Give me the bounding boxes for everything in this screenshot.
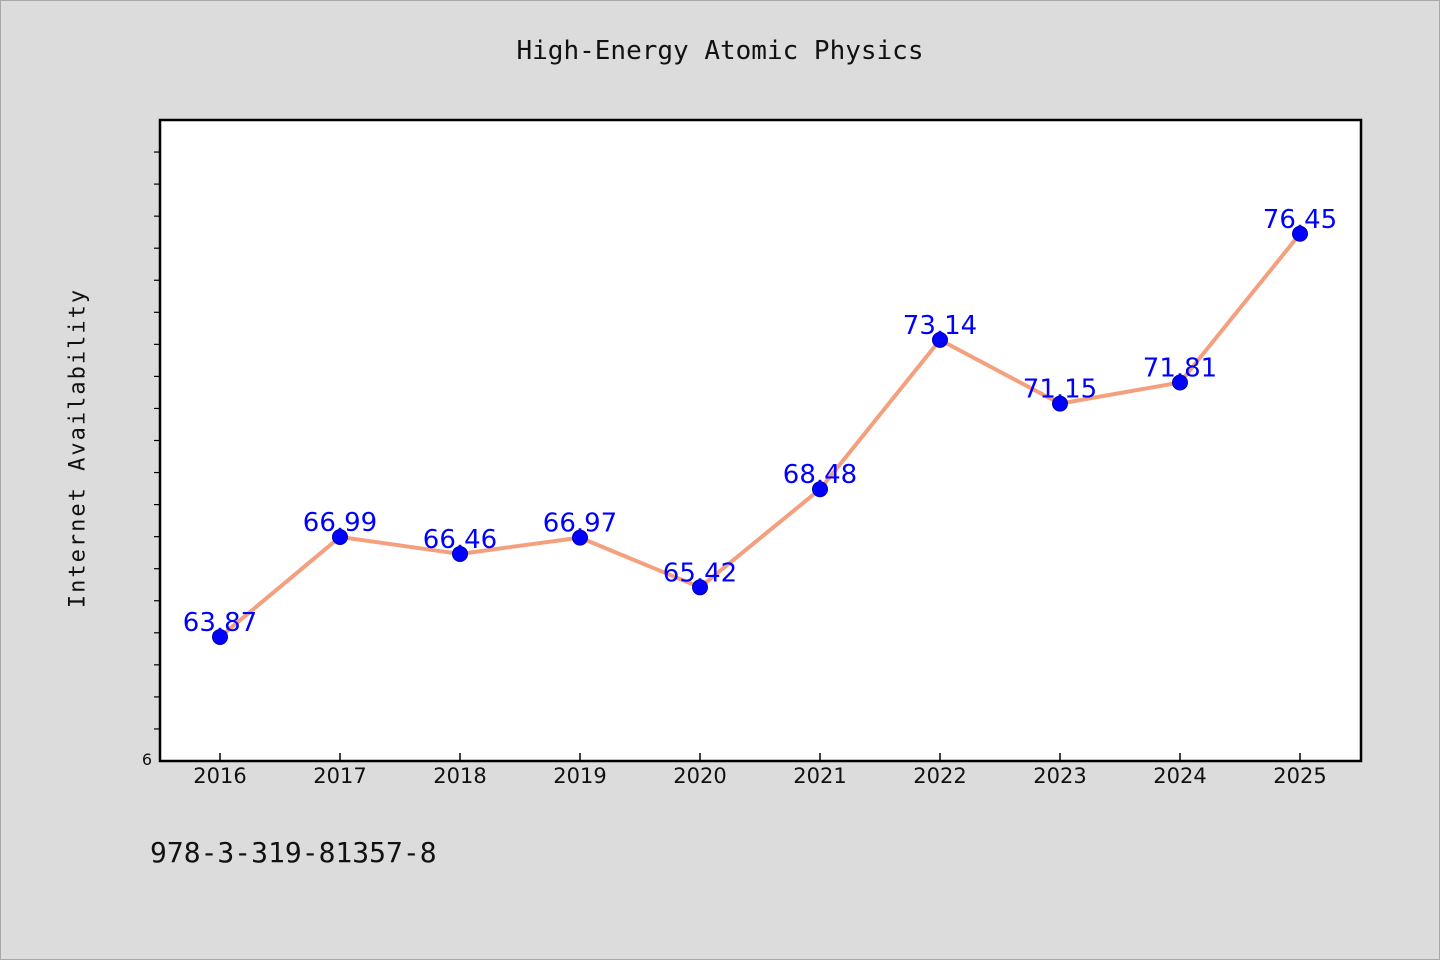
plot-area: [160, 120, 1361, 761]
y-tick-label: 6: [142, 750, 152, 769]
data-label: 66.46: [423, 525, 497, 555]
series-markers: [212, 225, 1308, 645]
isbn-footnote: 978-3-319-81357-8: [150, 836, 437, 869]
data-point: [812, 481, 828, 498]
data-point: [332, 528, 348, 545]
data-point: [1052, 395, 1068, 412]
x-tick-label: 2023: [1033, 764, 1086, 788]
x-tick-label: 2022: [913, 764, 966, 788]
data-label: 73.14: [903, 311, 977, 341]
x-tick-label: 2024: [1153, 764, 1206, 788]
x-tick-label: 2020: [673, 764, 726, 788]
data-point: [1172, 374, 1188, 391]
data-label: 76.45: [1263, 205, 1337, 235]
series-line: [218, 232, 1302, 639]
data-label: 63.87: [183, 608, 257, 638]
data-label: 71.15: [1023, 375, 1097, 405]
x-tick-label: 2016: [193, 764, 246, 788]
x-tick-label: 2018: [433, 764, 486, 788]
data-label: 65.42: [663, 558, 737, 588]
data-point: [572, 529, 588, 546]
data-labels: 63.87 66.99 66.46 66.97 65.42 68.48 73.14 71.15…: [183, 205, 1337, 638]
x-tick-label: 2017: [313, 764, 366, 788]
data-label: 66.99: [303, 508, 377, 538]
data-label: 66.97: [543, 509, 617, 539]
x-tick-label: 2025: [1273, 764, 1326, 788]
x-tick-label: 2021: [793, 764, 846, 788]
data-point: [212, 628, 228, 645]
data-point: [692, 579, 708, 596]
data-label: 68.48: [783, 460, 857, 490]
data-point: [1292, 225, 1308, 242]
plot-border: [158, 118, 1363, 763]
data-point: [932, 331, 948, 348]
data-label: 71.81: [1143, 353, 1217, 383]
y-axis-ticks: 6: [142, 151, 160, 769]
chart-title: High-Energy Atomic Physics: [516, 36, 924, 66]
x-tick-label: 2019: [553, 764, 606, 788]
x-axis-ticks: 2016 2017 2018 2019 2020 2021 2022 2023 2024 2025: [193, 753, 1327, 788]
data-point: [452, 545, 468, 562]
